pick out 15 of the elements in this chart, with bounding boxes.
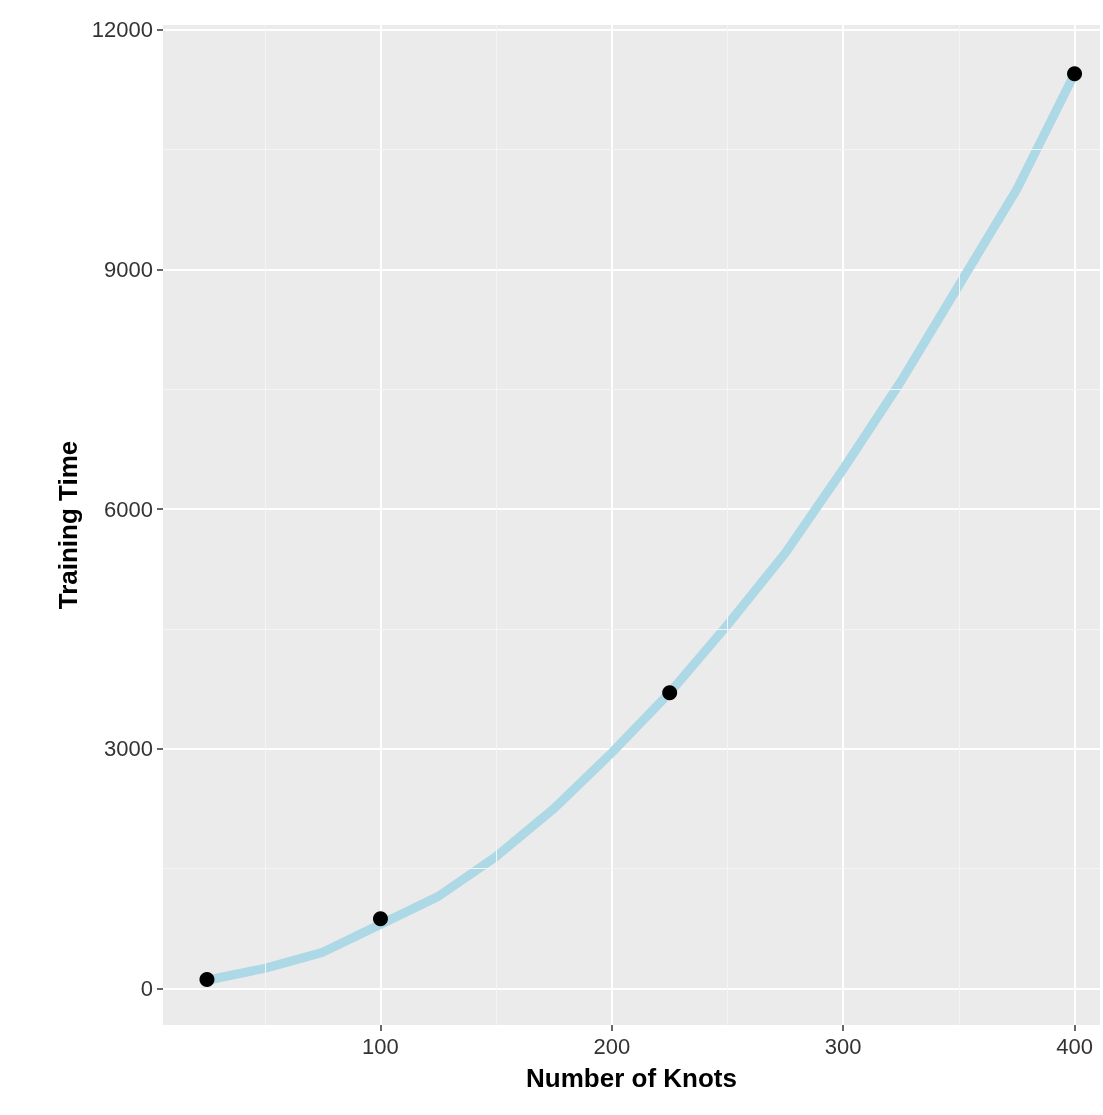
- y-tick-label: 9000: [104, 256, 153, 282]
- y-tick-label: 12000: [91, 17, 153, 43]
- y-tick-label: 0: [140, 975, 153, 1001]
- point: [199, 971, 215, 987]
- x-axis-title: Number of Knots: [526, 1063, 737, 1093]
- y-axis-title: Training Time: [52, 440, 83, 610]
- point: [662, 685, 678, 701]
- x-tick-label: 400: [1056, 1033, 1093, 1059]
- x-tick-label: 100: [362, 1033, 399, 1059]
- point: [372, 911, 388, 927]
- y-tick-label: 3000: [104, 736, 153, 762]
- x-tick-label: 300: [824, 1033, 862, 1059]
- x-tick-label: 200: [593, 1033, 631, 1059]
- y-tick-label: 6000: [104, 496, 153, 522]
- point: [1067, 66, 1083, 82]
